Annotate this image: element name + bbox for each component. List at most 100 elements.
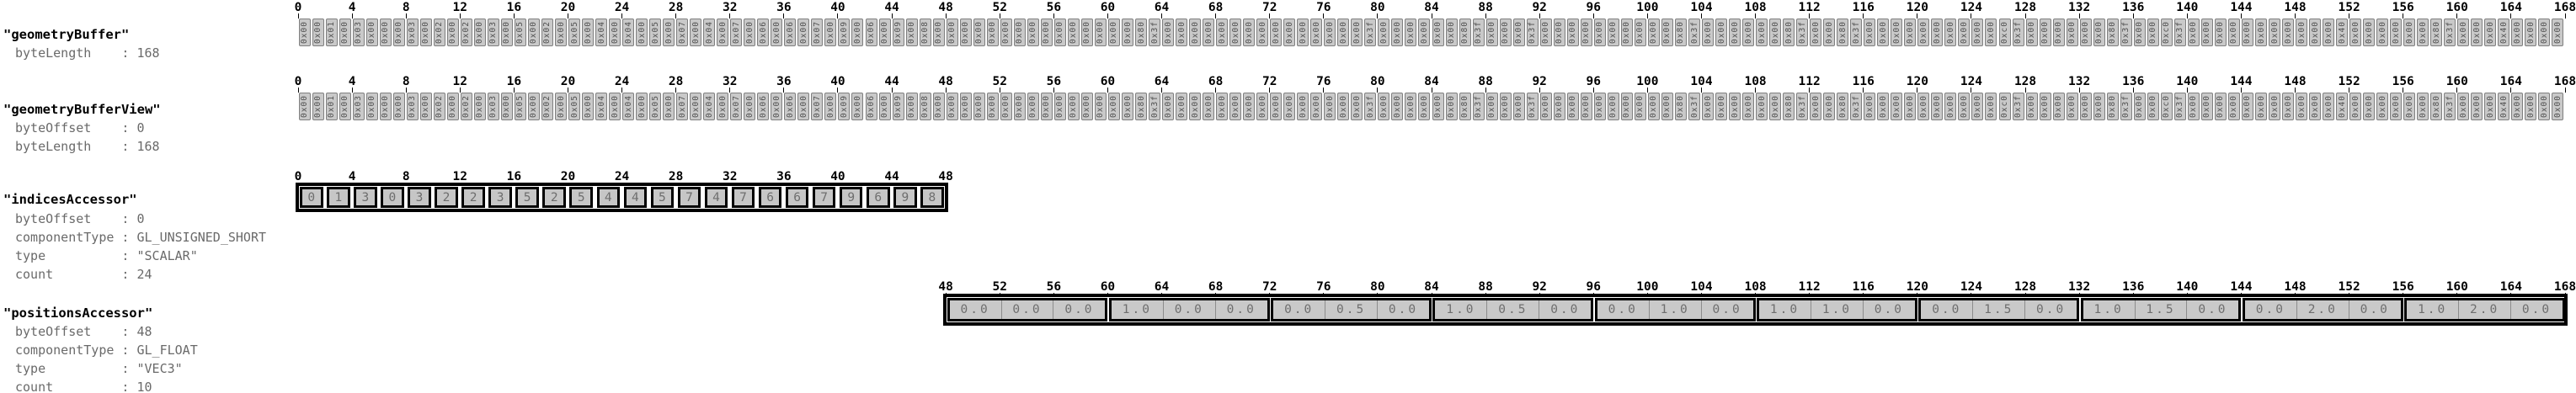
byte-cell: 0x00 [2147,19,2159,46]
ruler-label: 112 [1798,1,1821,14]
byte-hex-value: 0x80 [1136,95,1146,118]
byte-cell: 0x06 [865,93,877,120]
byte-hex-value: 0x80 [2431,95,2441,118]
byte-hex-value: 0x00 [961,21,971,44]
byte-cell: 0x00 [2268,19,2280,46]
buffer-name-indices-accessor: "indicesAccessor" [3,192,137,207]
ruler-label: 16 [506,170,522,183]
ruler-label: 80 [1370,280,1385,294]
float-value-cell: 0.0 [1284,302,1315,316]
byte-hex-value: 0x00 [2296,95,2307,118]
byte-cell: 0x80 [1459,93,1471,120]
byte-cell: 0x00 [1162,19,1175,46]
byte-hex-value: 0x3f [1797,21,1807,44]
byte-cell: 0x80 [1674,93,1687,120]
byte-hex-value: 0x00 [394,21,404,44]
byte-cell: 0x00 [744,93,756,120]
ruler-label: 140 [2176,1,2199,14]
byte-hex-value: 0x00 [1433,95,1443,118]
byte-hex-value: 0x00 [2202,21,2212,44]
byte-hex-value: 0x00 [1703,95,1713,118]
ruler-label: 128 [2013,280,2037,294]
byte-hex-value: 0x00 [988,21,998,44]
byte-cell: 0x07 [811,19,824,46]
byte-hex-value: 0x00 [1028,21,1038,44]
ruler-tick [1215,293,1217,294]
byte-hex-value: 0x00 [2512,95,2522,118]
byte-hex-value: 0x3f [1149,21,1160,44]
byte-cell: 0x3f [1688,19,1700,46]
ruler-label: 168 [2553,75,2576,88]
byte-cell: 0x80 [1837,93,1849,120]
byte-cell: 0x00 [1593,19,1606,46]
byte-cell: 0x00 [1243,93,1256,120]
byte-hex-value: 0x00 [1257,95,1267,118]
byte-hex-value: 0x00 [1379,95,1389,118]
byte-hex-value: 0x00 [1959,21,1969,44]
byte-cell: 0x3f [1850,19,1863,46]
byte-hex-value: 0x00 [717,95,728,118]
byte-hex-value: 0x00 [1392,95,1402,118]
byte-cell: 0x00 [609,93,621,120]
byte-cell: 0x00 [1324,93,1336,120]
byte-hex-value: 0x00 [340,95,350,118]
ruler-tick [1646,88,1648,93]
byte-hex-value: 0x00 [1716,95,1726,118]
byte-hex-value: 0x00 [1595,95,1605,118]
float-value-cell: 0.5 [1325,300,1377,319]
byte-cell: 0x00 [959,93,972,120]
byte-cell: 0x00 [2484,93,2497,120]
byte-cell: 0x00 [1499,19,1512,46]
float-value-cell: 1.0 [2093,302,2124,316]
byte-cell: 0x3f [2120,19,2132,46]
byte-cell: 0x80 [2430,19,2443,46]
ruler-tick [459,88,461,93]
byte-cell: 0x00 [771,19,783,46]
ruler-label: 56 [1046,1,1062,14]
ruler-tick [1377,293,1379,294]
byte-hex-value: 0x00 [2472,21,2482,44]
byte-hex-value: 0x00 [825,95,835,118]
byte-cell: 0x00 [1067,93,1080,120]
float-value-cell: 0.0 [1862,300,1915,319]
index-cell: 3 [488,187,512,208]
ruler-tick [1323,13,1325,19]
byte-cell: 0xc0 [1998,19,2011,46]
byte-hex-value: 0x00 [947,21,957,44]
byte-cell: 0x00 [2511,19,2524,46]
byte-hex-value: 0x07 [812,21,822,44]
byte-cell: 0x3f [2012,93,2024,120]
byte-hex-value: 0x09 [839,95,849,118]
byte-cell: 0x05 [568,19,580,46]
byte-cell: 0x00 [2323,19,2335,46]
byte-cell: 0x00 [1432,93,1444,120]
byte-hex-value: 0x00 [1730,95,1740,118]
byte-cell: 0x00 [379,93,392,120]
property-line-type: type : "SCALAR" [15,248,198,263]
byte-cell: 0x00 [2039,19,2051,46]
byte-hex-value: 0x00 [2081,95,2091,118]
byte-cell: 0x80 [1674,19,1687,46]
byte-hex-value: 0x80 [1784,95,1794,118]
byte-hex-value: 0x00 [2418,21,2428,44]
byte-cell: 0x00 [986,19,999,46]
byte-hex-value: 0x00 [1109,95,1119,118]
float-value-cell: 0.0 [1700,300,1753,319]
byte-cell: 0x80 [2106,19,2119,46]
ruler-label: 28 [668,170,684,183]
byte-cell: 0x00 [1391,93,1404,120]
ruler-tick [2024,293,2026,294]
byte-hex-value: 0x00 [852,95,862,118]
ruler-label: 168 [2553,280,2576,294]
byte-cell: 0x00 [1944,19,1957,46]
byte-hex-value: 0x00 [1015,21,1025,44]
byte-cell: 0x00 [1756,93,1768,120]
byte-cell: 0x3f [2444,93,2456,120]
byte-cell: 0x00 [2268,93,2280,120]
byte-cell: 0x80 [1783,93,1795,120]
byte-cell: 0x00 [1162,93,1175,120]
byte-cell: 0x02 [460,19,472,46]
byte-cell: 0x00 [2538,19,2551,46]
ruler-label: 152 [2338,1,2360,14]
byte-hex-value: 0x00 [448,21,458,44]
